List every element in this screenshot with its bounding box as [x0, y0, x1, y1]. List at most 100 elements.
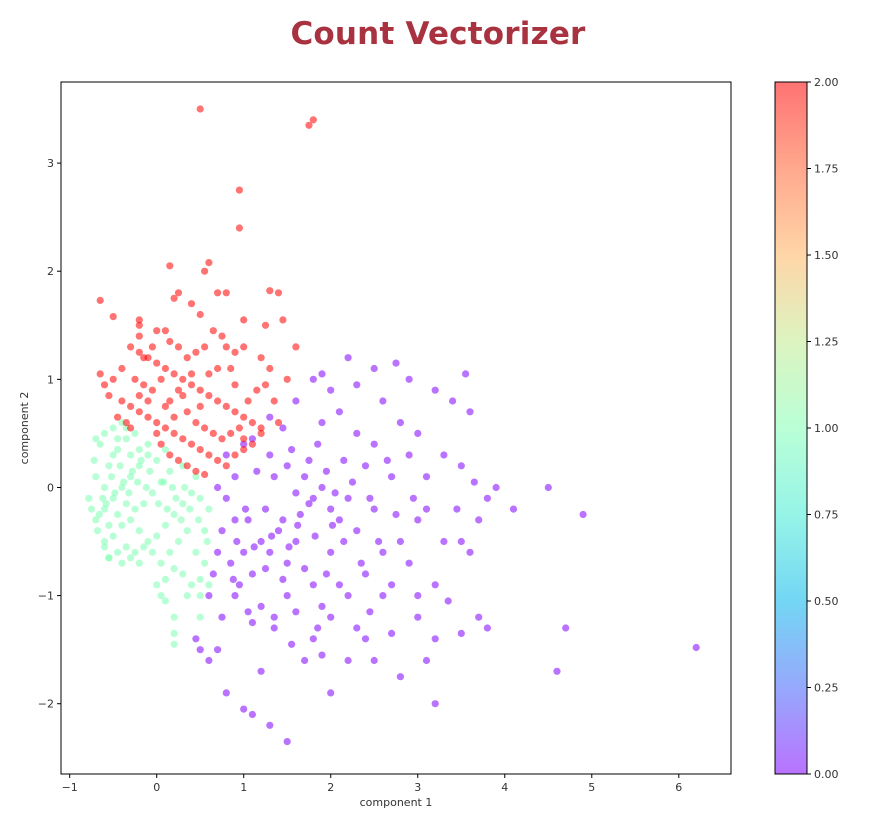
- data-point-label-0-2: [266, 451, 274, 459]
- data-point-label-2-48: [144, 413, 152, 421]
- data-point-label-0-142: [470, 478, 478, 486]
- data-point-label-0-41: [209, 570, 217, 578]
- data-point-label-1-5: [135, 462, 143, 470]
- data-point-label-1-4: [127, 473, 135, 481]
- data-point-label-0-58: [396, 419, 404, 427]
- data-point-label-1-107: [100, 429, 109, 437]
- data-point-label-2-95: [114, 413, 122, 421]
- data-point-label-2-68: [192, 419, 200, 427]
- data-point-label-1-45: [179, 570, 187, 578]
- data-point-label-2-30: [170, 370, 178, 378]
- data-point-label-0-143: [383, 456, 391, 464]
- data-point-label-0-25: [327, 548, 335, 556]
- data-point-label-0-149: [266, 413, 274, 421]
- data-point-label-0-150: [392, 359, 400, 367]
- data-point-label-0-23: [292, 537, 300, 546]
- data-point-label-1-31: [183, 527, 191, 535]
- colorbar-tick-label-6: 1.50: [814, 249, 839, 262]
- data-point-label-0-137: [292, 608, 300, 616]
- data-point-label-1-46: [170, 565, 178, 573]
- data-point-label-0-1: [248, 435, 256, 443]
- data-point-label-1-41: [192, 548, 200, 556]
- data-point-label-1-108: [92, 435, 100, 443]
- data-point-label-0-103: [457, 629, 465, 638]
- data-point-label-2-35: [214, 397, 222, 405]
- data-point-label-2-49: [153, 419, 161, 427]
- data-point-label-1-82: [95, 510, 103, 519]
- data-point-label-2-55: [205, 451, 213, 459]
- data-point-label-0-110: [248, 619, 256, 627]
- data-point-label-2-113: [205, 370, 213, 378]
- data-point-label-0-154: [294, 521, 302, 529]
- data-point-label-1-16: [92, 473, 100, 481]
- data-point-label-0-84: [327, 689, 335, 697]
- colorbar-tick-label-5: 1.25: [814, 336, 839, 349]
- data-point-label-2-118: [231, 381, 239, 389]
- data-point-label-0-160: [233, 537, 241, 546]
- data-point-label-0-20: [248, 570, 256, 578]
- data-point-label-1-67: [127, 451, 135, 459]
- data-point-label-0-80: [562, 624, 570, 632]
- data-point-label-1-2: [109, 494, 117, 502]
- data-point-label-0-70: [449, 397, 457, 405]
- data-point-label-2-105: [274, 419, 283, 427]
- data-point-label-2-84: [218, 332, 226, 340]
- data-point-label-1-7: [153, 456, 161, 464]
- data-point-label-0-132: [301, 565, 309, 573]
- colorbar-tick-label-3: 0.75: [814, 509, 839, 522]
- data-point-label-2-57: [222, 462, 230, 470]
- data-point-label-0-32: [405, 559, 413, 567]
- data-point-label-1-92: [186, 505, 194, 513]
- data-point-label-0-96: [318, 651, 326, 659]
- data-point-label-2-94: [122, 419, 130, 427]
- plot-frame: [60, 81, 732, 775]
- data-point-label-2-104: [257, 429, 265, 437]
- x-tick-label-6: 5: [588, 781, 595, 794]
- data-point-label-2-45: [118, 397, 126, 405]
- data-point-label-2-72: [227, 429, 235, 437]
- data-point-label-0-136: [218, 613, 226, 621]
- data-point-label-0-7: [292, 489, 300, 497]
- data-point-label-0-53: [475, 516, 483, 524]
- data-point-label-2-116: [127, 424, 135, 432]
- data-point-label-0-40: [205, 592, 213, 600]
- data-point-label-2-31: [179, 375, 187, 383]
- data-point-label-2-59: [240, 446, 248, 454]
- data-point-label-2-61: [166, 397, 174, 405]
- data-point-label-0-9: [318, 483, 326, 492]
- data-point-label-0-56: [440, 451, 448, 459]
- data-point-label-0-118: [296, 510, 304, 519]
- data-point-label-2-50: [161, 424, 169, 432]
- data-point-label-2-11: [187, 300, 196, 308]
- data-points-layer: [85, 105, 700, 746]
- data-point-label-0-108: [288, 640, 296, 648]
- data-point-label-1-75: [134, 478, 142, 486]
- data-point-label-0-39: [231, 592, 239, 600]
- x-tick-label-0: −1: [62, 781, 78, 794]
- data-point-label-1-91: [177, 516, 185, 524]
- data-point-label-1-101: [196, 592, 204, 600]
- data-point-label-0-90: [205, 656, 213, 665]
- data-point-label-0-38: [257, 602, 265, 611]
- data-point-label-1-20: [109, 532, 117, 540]
- data-point-label-0-76: [509, 505, 518, 513]
- colorbar-tick-label-2: 0.50: [814, 595, 839, 608]
- data-point-label-0-30: [414, 516, 422, 524]
- data-point-label-1-80: [181, 483, 189, 492]
- data-point-label-2-86: [201, 343, 209, 351]
- data-point-label-1-42: [201, 559, 209, 567]
- data-point-label-0-14: [240, 548, 248, 556]
- data-point-label-1-11: [122, 435, 130, 443]
- data-point-label-1-99: [127, 554, 135, 562]
- data-point-label-2-74: [244, 397, 252, 405]
- data-point-label-2-106: [270, 397, 278, 405]
- data-point-label-2-85: [209, 327, 217, 335]
- data-point-label-2-42: [109, 375, 117, 383]
- data-point-label-0-13: [257, 537, 265, 546]
- data-point-label-1-0: [92, 516, 100, 524]
- data-point-label-0-97: [344, 656, 352, 665]
- data-point-label-2-32: [187, 381, 196, 389]
- data-point-label-0-54: [483, 494, 491, 502]
- data-point-label-1-90: [168, 483, 176, 492]
- data-point-label-1-34: [157, 559, 165, 567]
